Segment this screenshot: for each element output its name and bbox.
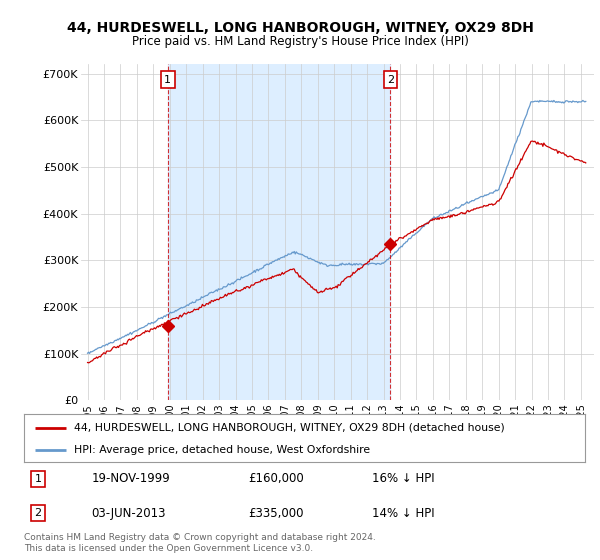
Text: 44, HURDESWELL, LONG HANBOROUGH, WITNEY, OX29 8DH: 44, HURDESWELL, LONG HANBOROUGH, WITNEY,… xyxy=(67,21,533,35)
Text: HPI: Average price, detached house, West Oxfordshire: HPI: Average price, detached house, West… xyxy=(74,445,371,455)
Text: 2: 2 xyxy=(387,74,394,85)
Text: Contains HM Land Registry data © Crown copyright and database right 2024.
This d: Contains HM Land Registry data © Crown c… xyxy=(24,533,376,553)
Text: 16% ↓ HPI: 16% ↓ HPI xyxy=(372,473,434,486)
Text: 1: 1 xyxy=(164,74,172,85)
Text: 44, HURDESWELL, LONG HANBOROUGH, WITNEY, OX29 8DH (detached house): 44, HURDESWELL, LONG HANBOROUGH, WITNEY,… xyxy=(74,423,505,433)
Text: 03-JUN-2013: 03-JUN-2013 xyxy=(91,507,166,520)
Text: 1: 1 xyxy=(35,474,41,484)
Text: £160,000: £160,000 xyxy=(248,473,304,486)
Text: 14% ↓ HPI: 14% ↓ HPI xyxy=(372,507,434,520)
Text: 2: 2 xyxy=(34,508,41,518)
Bar xyxy=(168,64,391,400)
Text: £335,000: £335,000 xyxy=(248,507,304,520)
Text: 19-NOV-1999: 19-NOV-1999 xyxy=(91,473,170,486)
Text: Price paid vs. HM Land Registry's House Price Index (HPI): Price paid vs. HM Land Registry's House … xyxy=(131,35,469,48)
